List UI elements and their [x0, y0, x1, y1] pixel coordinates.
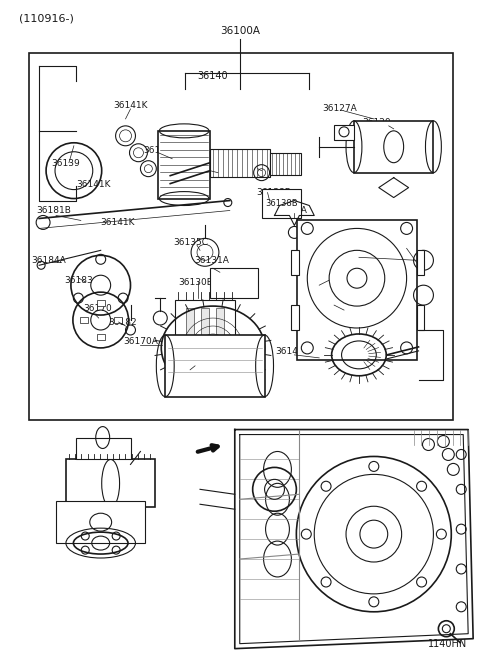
Bar [354, 121, 433, 173]
Text: 36182: 36182 [108, 318, 137, 327]
Bar [270, 153, 301, 174]
Bar [97, 300, 105, 306]
Text: 36146A: 36146A [275, 348, 310, 356]
Text: 36183: 36183 [64, 276, 93, 285]
Text: 36140: 36140 [198, 71, 228, 81]
Text: 36138B: 36138B [256, 188, 291, 197]
Text: 36150: 36150 [176, 363, 204, 373]
Bar [291, 251, 300, 276]
Text: 36170: 36170 [84, 304, 112, 313]
Text: (110916-): (110916-) [19, 13, 74, 24]
Text: 36130B: 36130B [179, 277, 214, 287]
Text: 36131A: 36131A [194, 256, 229, 265]
Bar [165, 335, 264, 397]
Bar [175, 300, 235, 355]
Bar [417, 251, 424, 276]
Text: 36127A: 36127A [323, 104, 358, 113]
Bar [66, 459, 156, 507]
Text: 1140HN: 1140HN [429, 639, 468, 649]
Bar [114, 317, 121, 323]
Text: 36114E: 36114E [342, 251, 376, 260]
Text: 36141K: 36141K [76, 180, 111, 189]
Text: 36138B: 36138B [265, 199, 298, 208]
Bar [210, 268, 258, 298]
Bar [97, 334, 105, 340]
Bar [186, 308, 194, 347]
Text: 36170A: 36170A [123, 337, 158, 346]
Bar [76, 438, 131, 459]
Text: 36102: 36102 [246, 161, 275, 170]
Text: 36112H: 36112H [300, 279, 335, 288]
Bar [291, 305, 300, 330]
Text: 36181B: 36181B [36, 206, 72, 215]
Bar [334, 125, 354, 140]
Text: 36120: 36120 [362, 118, 391, 127]
Bar [262, 188, 301, 218]
Bar [216, 308, 224, 347]
Text: 36143A: 36143A [187, 164, 221, 173]
Text: 36184A: 36184A [32, 256, 66, 265]
Bar [158, 131, 210, 199]
Bar [297, 220, 417, 360]
Text: 36100A: 36100A [220, 26, 260, 36]
Bar [417, 305, 424, 330]
Text: 36135C: 36135C [174, 238, 209, 247]
Text: 36137A: 36137A [272, 206, 307, 215]
Bar [201, 308, 209, 347]
Bar [29, 53, 453, 420]
Text: 36141K: 36141K [100, 218, 135, 227]
Text: 36141K: 36141K [113, 102, 148, 110]
Bar [56, 501, 145, 543]
Text: 36144: 36144 [143, 146, 171, 155]
Bar [210, 149, 270, 176]
Text: 36139: 36139 [51, 159, 80, 168]
Text: 36110: 36110 [319, 298, 348, 306]
Bar [80, 317, 88, 323]
